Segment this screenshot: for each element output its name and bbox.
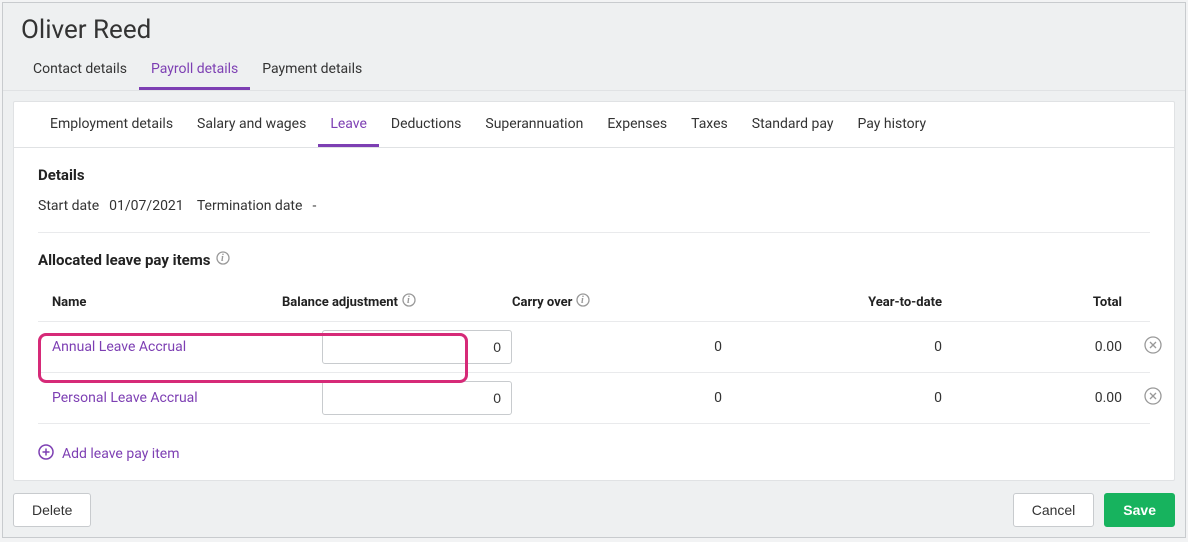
page-title: Oliver Reed (3, 3, 1185, 53)
total-cell: 0.00 (942, 390, 1122, 406)
info-icon[interactable]: i (216, 251, 230, 269)
svg-text:i: i (581, 295, 584, 306)
svg-text:i: i (221, 253, 224, 264)
details-heading: Details (38, 166, 1150, 184)
start-date-value: 01/07/2021 (109, 198, 184, 214)
balance-input[interactable] (322, 381, 512, 415)
primary-tabs: Contact details Payroll details Payment … (3, 53, 1185, 91)
remove-row-button[interactable] (1144, 336, 1162, 358)
termination-date-label: Termination date (197, 198, 303, 214)
footer-right-group: Cancel Save (1013, 493, 1175, 527)
tab-contact-details[interactable]: Contact details (21, 53, 139, 90)
col-name: Name (52, 295, 282, 310)
carry-cell: 0 (512, 390, 722, 406)
tab-payroll-details[interactable]: Payroll details (139, 53, 250, 90)
table-header: Name Balance adjustment i Carry over i Y… (38, 283, 1150, 321)
footer-bar: Delete Cancel Save (13, 493, 1175, 527)
subtab-employment-details[interactable]: Employment details (38, 102, 185, 147)
balance-cell (282, 381, 512, 415)
balance-cell (282, 330, 512, 364)
subtab-pay-history[interactable]: Pay history (846, 102, 939, 147)
col-balance-label: Balance adjustment (282, 295, 398, 310)
details-section: Details Start date 01/07/2021 Termination… (14, 148, 1174, 233)
add-leave-pay-item-label: Add leave pay item (62, 446, 179, 462)
info-icon[interactable]: i (402, 293, 416, 311)
table-row: Personal Leave Accrual 0 0 0.00 (38, 372, 1150, 424)
col-carry-label: Carry over (512, 295, 572, 310)
subtab-standard-pay[interactable]: Standard pay (740, 102, 846, 147)
leave-item-link[interactable]: Annual Leave Accrual (52, 339, 282, 355)
save-button[interactable]: Save (1104, 493, 1175, 527)
remove-row-button[interactable] (1144, 387, 1162, 409)
subtab-leave[interactable]: Leave (318, 102, 379, 147)
ytd-cell: 0 (722, 339, 942, 355)
details-line: Start date 01/07/2021 Termination date- (38, 198, 1150, 233)
subtab-deductions[interactable]: Deductions (379, 102, 473, 147)
allocated-heading: Allocated leave pay items i (38, 251, 1150, 269)
subtab-expenses[interactable]: Expenses (595, 102, 679, 147)
ytd-cell: 0 (722, 390, 942, 406)
col-carry: Carry over i (512, 293, 722, 311)
col-ytd: Year-to-date (722, 295, 942, 310)
allocated-section: Allocated leave pay items i (14, 233, 1174, 269)
leave-table: Name Balance adjustment i Carry over i Y… (14, 283, 1174, 432)
delete-button[interactable]: Delete (13, 493, 91, 527)
info-icon[interactable]: i (576, 293, 590, 311)
page-container: Oliver Reed Contact details Payroll deta… (2, 2, 1186, 538)
subtab-taxes[interactable]: Taxes (679, 102, 740, 147)
tab-payment-details[interactable]: Payment details (250, 53, 374, 90)
total-cell: 0.00 (942, 339, 1122, 355)
subtab-salary-wages[interactable]: Salary and wages (185, 102, 318, 147)
svg-text:i: i (407, 295, 410, 306)
add-leave-pay-item-button[interactable]: Add leave pay item (14, 432, 1174, 480)
leave-item-link[interactable]: Personal Leave Accrual (52, 390, 282, 406)
allocated-heading-label: Allocated leave pay items (38, 251, 210, 269)
sub-tabs: Employment details Salary and wages Leav… (14, 102, 1174, 148)
col-total: Total (942, 295, 1122, 310)
table-row: Annual Leave Accrual 0 0 0.00 (38, 321, 1150, 372)
balance-input[interactable] (322, 330, 512, 364)
plus-icon (38, 444, 54, 464)
start-date-label: Start date (38, 198, 99, 214)
carry-cell: 0 (512, 339, 722, 355)
content-card: Employment details Salary and wages Leav… (13, 101, 1175, 481)
subtab-superannuation[interactable]: Superannuation (473, 102, 595, 147)
cancel-button[interactable]: Cancel (1013, 493, 1095, 527)
termination-date-value: - (312, 198, 316, 214)
col-balance: Balance adjustment i (282, 293, 512, 311)
